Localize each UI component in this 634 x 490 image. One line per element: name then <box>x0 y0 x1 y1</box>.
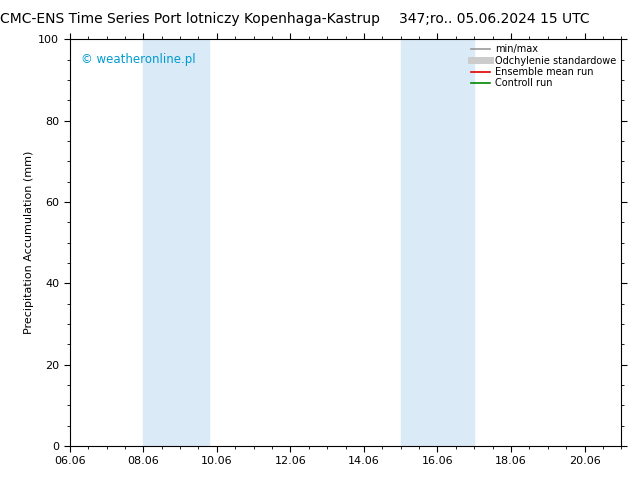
Bar <box>143 39 209 446</box>
Text: 347;ro.. 05.06.2024 15 UTC: 347;ro.. 05.06.2024 15 UTC <box>399 12 590 26</box>
Text: © weatheronline.pl: © weatheronline.pl <box>81 53 195 67</box>
Y-axis label: Precipitation Accumulation (mm): Precipitation Accumulation (mm) <box>24 151 34 334</box>
Legend: min/max, Odchylenie standardowe, Ensemble mean run, Controll run: min/max, Odchylenie standardowe, Ensembl… <box>469 42 618 90</box>
Text: CMC-ENS Time Series Port lotniczy Kopenhaga-Kastrup: CMC-ENS Time Series Port lotniczy Kopenh… <box>0 12 380 26</box>
Bar <box>401 39 474 446</box>
